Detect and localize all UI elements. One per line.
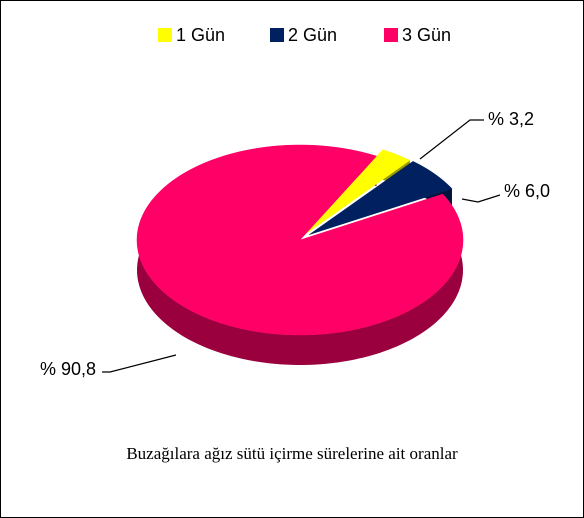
data-label: % 3,2 [488,109,534,129]
pie-slice [309,161,453,235]
legend-label: 1 Gün [176,25,225,45]
data-label: % 90,8 [40,359,96,379]
data-label: % 6,0 [504,181,550,201]
pie-slice [305,149,411,234]
legend-swatch [158,28,172,42]
legend-swatch [384,28,398,42]
leader-line [419,119,484,160]
leader-line [461,194,501,203]
legend-label: 2 Gün [288,25,337,45]
legend-label: 3 Gün [402,25,451,45]
legend-swatch [270,28,284,42]
leader-line [102,354,177,373]
pie-slice [136,144,464,336]
chart-title: Buzağılara ağız sütü içirme sürelerine a… [126,444,458,463]
